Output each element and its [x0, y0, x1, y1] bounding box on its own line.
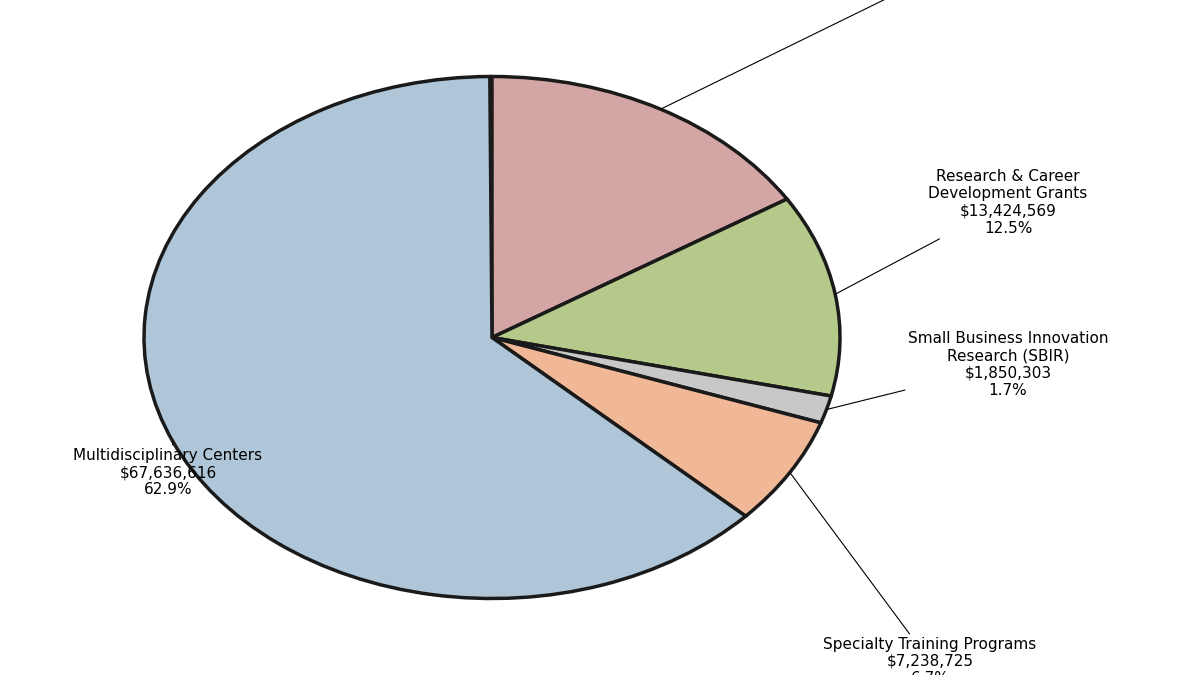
Text: Multidisciplinary Centers
$67,636,616
62.9%: Multidisciplinary Centers $67,636,616 62…: [73, 442, 263, 497]
Text: Research & Career
Development Grants
$13,424,569
12.5%: Research & Career Development Grants $13…: [835, 169, 1087, 294]
Text: Cooperative Research Agreements
$17,302,842
16.1%: Cooperative Research Agreements $17,302,…: [661, 0, 1081, 109]
Text: Small Business Innovation
Research (SBIR)
$1,850,303
1.7%: Small Business Innovation Research (SBIR…: [827, 331, 1109, 410]
Wedge shape: [144, 76, 745, 599]
Wedge shape: [492, 338, 821, 516]
Text: Specialty Training Programs
$7,238,725
6.7%: Specialty Training Programs $7,238,725 6…: [790, 472, 1037, 675]
Wedge shape: [492, 199, 840, 396]
Wedge shape: [492, 76, 787, 338]
Wedge shape: [492, 338, 832, 423]
